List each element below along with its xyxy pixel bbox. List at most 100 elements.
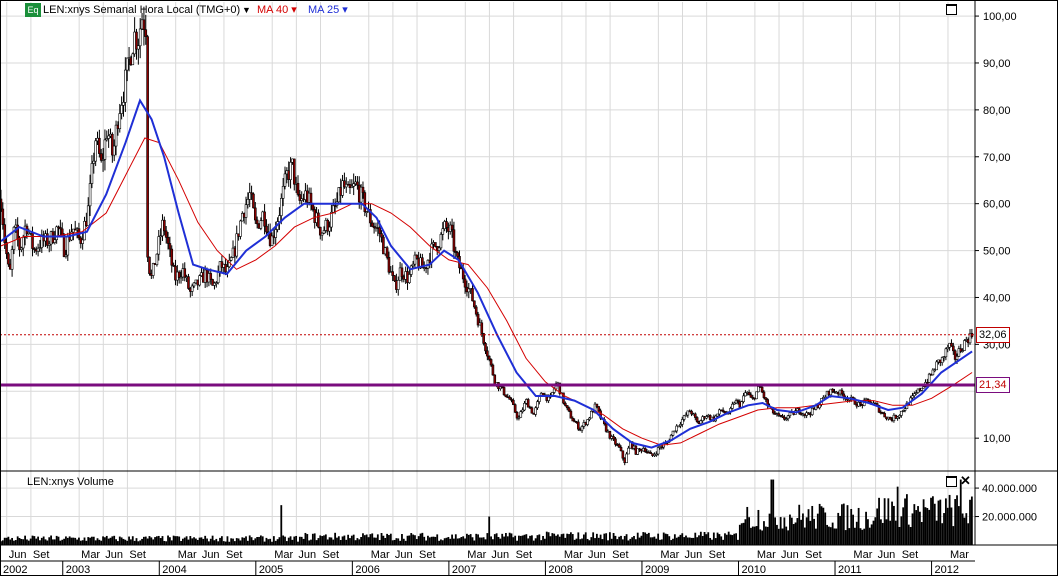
candle-body bbox=[148, 256, 151, 274]
volume-bar bbox=[291, 539, 294, 545]
volume-bar bbox=[943, 513, 945, 545]
volume-bar bbox=[621, 539, 624, 545]
volume-bar bbox=[805, 517, 808, 545]
volume-bar bbox=[245, 536, 247, 545]
volume-bar bbox=[558, 536, 561, 545]
candle-body bbox=[866, 398, 870, 401]
volume-panel-title: LEN:xnys Volume bbox=[27, 476, 114, 488]
volume-bar bbox=[271, 541, 273, 545]
maximize-icon[interactable] bbox=[946, 4, 957, 15]
volume-bar bbox=[740, 523, 743, 545]
volume-bar bbox=[673, 534, 676, 545]
volume-bar bbox=[655, 538, 658, 545]
volume-bar bbox=[569, 532, 572, 545]
candle-body bbox=[289, 161, 292, 180]
volume-bar bbox=[9, 539, 12, 545]
volume-bar bbox=[282, 535, 285, 545]
volume-maximize-icon[interactable] bbox=[946, 476, 957, 487]
month-label: Jun bbox=[298, 549, 316, 561]
volume-bar bbox=[180, 540, 182, 545]
volume-bar bbox=[313, 533, 316, 545]
volume-bar bbox=[807, 509, 810, 545]
volume-bar bbox=[859, 528, 862, 545]
candle-body bbox=[654, 453, 658, 456]
volume-bar bbox=[523, 534, 526, 545]
volume-bar bbox=[521, 535, 524, 545]
candle-body bbox=[567, 407, 571, 412]
candle-body bbox=[81, 239, 84, 244]
candle-body bbox=[94, 140, 97, 162]
volume-bar bbox=[802, 513, 804, 545]
volume-bar bbox=[428, 537, 431, 545]
volume-bar bbox=[629, 538, 632, 545]
ma40-legend[interactable]: MA 40 ▾ bbox=[257, 4, 297, 16]
volume-bar bbox=[66, 537, 69, 545]
close-icon[interactable]: ✕ bbox=[960, 473, 971, 488]
volume-bar bbox=[579, 539, 582, 545]
volume-bar bbox=[893, 505, 895, 545]
price-tick-label: 70,00 bbox=[983, 152, 1011, 164]
volume-bar bbox=[763, 521, 765, 545]
month-label: Mar bbox=[564, 549, 583, 561]
ma25-legend[interactable]: MA 25 ▾ bbox=[308, 4, 348, 16]
candle-body bbox=[86, 205, 90, 227]
candle-body bbox=[586, 419, 589, 425]
candle-body bbox=[530, 407, 534, 414]
candle-body bbox=[534, 407, 537, 415]
volume-bar bbox=[42, 536, 45, 545]
volume-bar bbox=[605, 533, 608, 545]
volume-bar bbox=[510, 533, 513, 545]
candle-body bbox=[784, 418, 788, 420]
volume-bar bbox=[492, 539, 494, 545]
volume-bar bbox=[96, 538, 99, 545]
symbol-label[interactable]: LEN:xnys Semanal Hora Local (TMG+0) bbox=[43, 4, 241, 16]
volume-bar bbox=[690, 537, 693, 545]
volume-bar bbox=[172, 535, 175, 545]
volume-bar bbox=[100, 540, 103, 545]
volume-bar bbox=[317, 538, 320, 545]
volume-bar bbox=[233, 541, 236, 545]
volume-bar bbox=[124, 539, 127, 545]
volume-bar bbox=[427, 535, 429, 545]
volume-bar bbox=[505, 532, 507, 545]
candle-body bbox=[968, 332, 972, 344]
volume-bar bbox=[724, 533, 726, 545]
candle-body bbox=[250, 192, 253, 195]
volume-bar bbox=[742, 522, 745, 545]
candle-body bbox=[617, 444, 621, 448]
symbol-dropdown-icon[interactable]: ▼ bbox=[242, 5, 251, 15]
candle-body bbox=[487, 355, 491, 360]
volume-bar bbox=[594, 538, 596, 545]
volume-bar bbox=[209, 538, 212, 545]
volume-bar bbox=[131, 536, 134, 545]
candle-body bbox=[359, 186, 363, 203]
candle-body bbox=[137, 45, 140, 50]
volume-bar bbox=[867, 519, 869, 545]
volume-bar bbox=[707, 532, 710, 545]
candle-body bbox=[829, 388, 833, 396]
candle-body bbox=[512, 399, 515, 405]
candle-body bbox=[10, 249, 14, 270]
volume-bar bbox=[323, 535, 325, 545]
volume-bar bbox=[61, 539, 64, 545]
volume-bar bbox=[447, 536, 450, 545]
candle-body bbox=[649, 452, 653, 454]
candle-body bbox=[274, 229, 278, 238]
volume-bar bbox=[731, 535, 734, 545]
volume-bar bbox=[540, 540, 543, 545]
candle-body bbox=[441, 228, 445, 235]
candle-body bbox=[385, 247, 389, 258]
volume-bar bbox=[714, 538, 717, 545]
volume-bar bbox=[848, 528, 851, 545]
volume-bar bbox=[894, 520, 897, 545]
candle-body bbox=[138, 28, 142, 47]
candle-body bbox=[209, 273, 213, 280]
volume-bar bbox=[475, 533, 478, 545]
volume-bar bbox=[386, 533, 389, 545]
candle-body bbox=[98, 137, 101, 154]
volume-bar bbox=[81, 540, 84, 545]
volume-bar bbox=[718, 534, 721, 545]
candle-body bbox=[747, 392, 751, 396]
candle-body bbox=[569, 410, 573, 419]
volume-bar bbox=[480, 537, 483, 545]
